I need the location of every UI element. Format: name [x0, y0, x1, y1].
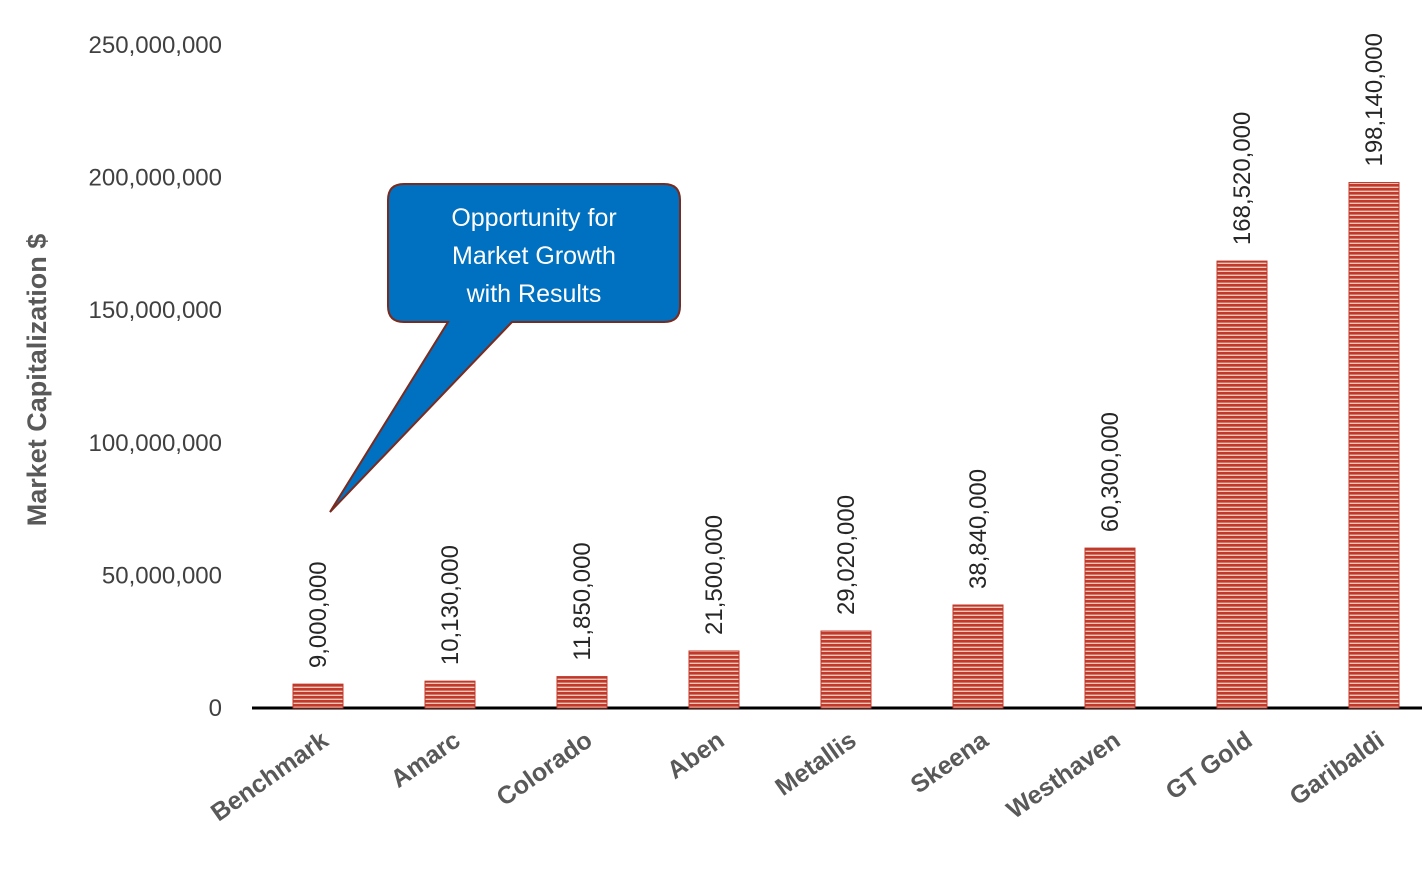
- x-tick-label: Amarc: [386, 726, 466, 794]
- y-tick-label: 200,000,000: [89, 165, 222, 192]
- callout-annotation: Opportunity for Market Growth with Results: [329, 183, 681, 513]
- bar-skeena: [952, 604, 1004, 709]
- x-tick-label: Benchmark: [206, 726, 334, 827]
- x-tick-label: Colorado: [492, 726, 598, 812]
- y-axis-title: Market Capitalization $: [22, 234, 52, 527]
- data-label: 21,500,000: [701, 515, 728, 635]
- bar-gt-gold: [1216, 260, 1268, 709]
- x-tick-label: Skeena: [906, 725, 995, 799]
- callout-text-line: with Results: [466, 280, 602, 308]
- data-label: 10,130,000: [437, 545, 464, 665]
- bar-benchmark: [292, 683, 344, 709]
- bars-layer: [292, 182, 1400, 709]
- bar-metallis: [820, 630, 872, 709]
- bar-amarc: [424, 680, 476, 709]
- y-tick-label: 100,000,000: [89, 430, 222, 457]
- data-label: 168,520,000: [1229, 112, 1256, 245]
- bar-colorado: [556, 676, 608, 709]
- callout-text-line: Opportunity for: [451, 204, 616, 232]
- y-tick-label: 0: [209, 695, 222, 722]
- y-tick-label: 250,000,000: [89, 32, 222, 59]
- data-label: 9,000,000: [305, 561, 332, 668]
- x-tick-label: Metallis: [770, 726, 861, 802]
- data-label: 38,840,000: [965, 469, 992, 589]
- data-label: 29,020,000: [833, 495, 860, 615]
- x-tick-label: GT Gold: [1161, 726, 1258, 805]
- data-label: 60,300,000: [1097, 412, 1124, 532]
- callout-shape: [329, 183, 681, 513]
- bar-garibaldi: [1348, 182, 1400, 709]
- data-labels-layer: 9,000,000 10,130,000 11,850,000 21,500,000 2…: [305, 33, 1388, 668]
- y-tick-label: 150,000,000: [89, 297, 222, 324]
- x-tick-label: Westhaven: [1002, 726, 1126, 824]
- x-tick-label: Garibaldi: [1285, 726, 1390, 811]
- bar-westhaven: [1084, 547, 1136, 709]
- y-tick-label: 50,000,000: [102, 562, 222, 589]
- x-tick-label: Aben: [662, 726, 729, 785]
- data-label: 11,850,000: [569, 542, 596, 660]
- data-label: 198,140,000: [1361, 33, 1388, 166]
- bar-aben: [688, 650, 740, 709]
- callout-text-line: Market Growth: [452, 242, 616, 270]
